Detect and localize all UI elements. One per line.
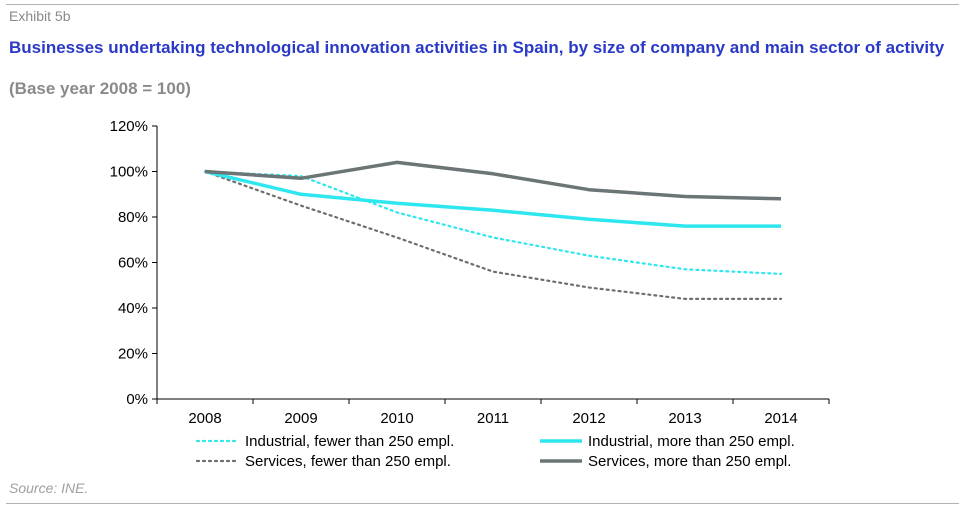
source-note: Source: INE. bbox=[9, 480, 89, 496]
x-tick-label: 2013 bbox=[668, 410, 701, 427]
y-tick-label: 120% bbox=[110, 118, 148, 135]
series-line-industrial-more-than-250-empl bbox=[204, 169, 781, 228]
y-tick-label: 60% bbox=[118, 255, 148, 272]
x-tick-label: 2014 bbox=[764, 410, 797, 427]
legend-label: Industrial, fewer than 250 empl. bbox=[245, 433, 454, 450]
x-tick-label: 2010 bbox=[380, 410, 413, 427]
chart-title: Businesses undertaking technological inn… bbox=[9, 38, 945, 57]
x-tick-label: 2011 bbox=[477, 410, 509, 427]
legend-label: Services, fewer than 250 empl. bbox=[245, 453, 451, 470]
x-tick-label: 2012 bbox=[572, 410, 605, 427]
chart-legend: Industrial, fewer than 250 empl. Industri… bbox=[195, 433, 795, 470]
series-line-industrial-fewer-than-250-empl bbox=[203, 170, 783, 275]
y-tick-label: 80% bbox=[118, 209, 148, 226]
y-tick-label: 40% bbox=[118, 300, 148, 317]
bottom-rule bbox=[6, 503, 959, 504]
chart-axes: 0% 20% 40% 60% 80% 100% 120% 2008 2009 2010 2011 20… bbox=[110, 118, 830, 427]
legend-label: Services, more than 250 empl. bbox=[588, 453, 791, 470]
legend-label: Industrial, more than 250 empl. bbox=[588, 433, 795, 450]
x-tick-label: 2008 bbox=[188, 410, 221, 427]
series-line-services-fewer-than-250-empl bbox=[203, 170, 783, 300]
y-tick-label: 100% bbox=[110, 164, 148, 181]
chart-series bbox=[203, 160, 783, 300]
y-tick-label: 20% bbox=[118, 346, 148, 363]
series-line-services-more-than-250-empl bbox=[204, 160, 782, 201]
y-tick-label: 0% bbox=[126, 391, 148, 408]
x-tick-label: 2009 bbox=[284, 410, 317, 427]
chart-subtitle: (Base year 2008 = 100) bbox=[9, 79, 191, 98]
exhibit-label: Exhibit 5b bbox=[9, 8, 71, 24]
top-rule bbox=[6, 4, 959, 5]
